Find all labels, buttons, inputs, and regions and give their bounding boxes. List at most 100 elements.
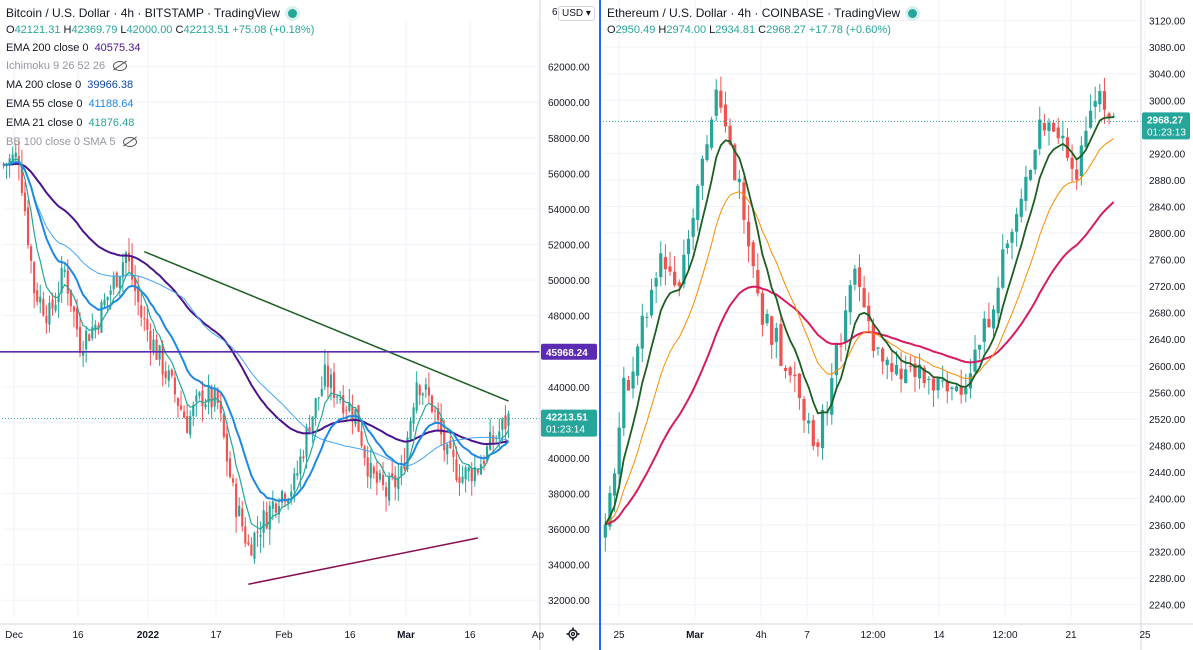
indicator-value: 41876.48	[88, 117, 135, 129]
indicator-ma200[interactable]: MA 200 close 0 39966.38	[6, 79, 133, 91]
candle-body	[8, 158, 11, 166]
eth-chart-canvas[interactable]: 2968.2701:23:133120.003080.003040.003000…	[601, 0, 1193, 650]
candle-body	[345, 409, 348, 411]
candle-body	[862, 288, 866, 308]
candle-body	[446, 444, 449, 455]
panel-divider[interactable]	[599, 0, 601, 650]
btc-chart-title: Bitcoin / U.S. Dollar · 4h · BITSTAMP · …	[6, 6, 298, 20]
candle-body	[1042, 123, 1046, 131]
indicator-label: Ichimoku 9 26 52 26	[6, 60, 106, 72]
indicator-ema55[interactable]: EMA 55 close 0 41188.64	[6, 98, 134, 110]
indicator-ema21[interactable]: EMA 21 close 0 41876.48	[6, 117, 134, 129]
candle-body	[397, 477, 400, 489]
indicator-bb[interactable]: BB 100 close 0 SMA 5	[6, 136, 138, 148]
price-tick-label: 56000.00	[548, 169, 590, 180]
candle-body	[72, 306, 75, 312]
candle-body	[830, 378, 834, 415]
candle-body	[179, 405, 183, 410]
currency-selector[interactable]: USD ▾	[558, 6, 595, 21]
candle-body	[476, 470, 479, 473]
price-tick-label: 2600.00	[1149, 362, 1186, 373]
price-tick-label: 2840.00	[1149, 202, 1186, 213]
candle-body	[207, 387, 210, 403]
candle-body	[268, 505, 271, 530]
live-status-dot	[288, 9, 298, 19]
countdown-label: 01:23:13	[1147, 127, 1186, 138]
eth-high: 2974.00	[666, 24, 707, 36]
ema-200-line	[604, 201, 1115, 526]
btc-chart-canvas[interactable]: 45968.2442213.5101:23:1462000.0060000.00…	[0, 0, 599, 650]
last-price-label: 2968.27	[1147, 115, 1184, 126]
candle-body	[917, 364, 922, 379]
candle-body	[173, 377, 176, 395]
hidden-eye-icon[interactable]	[123, 137, 138, 148]
candle-body	[1001, 249, 1005, 288]
price-tick-label: 2560.00	[1149, 388, 1186, 399]
candle-body	[631, 371, 635, 389]
gear-icon[interactable]	[566, 627, 580, 641]
price-tick-label: 3040.00	[1149, 70, 1186, 81]
last-price-tag	[1142, 112, 1190, 140]
candle-body	[682, 254, 686, 285]
candle-body	[305, 426, 308, 457]
candle-body	[112, 275, 115, 290]
candle-body	[978, 344, 982, 350]
candle-body	[913, 363, 917, 377]
candle-body	[608, 493, 612, 527]
candle-body	[677, 282, 681, 287]
candle-body	[134, 277, 137, 291]
candle-body	[705, 144, 709, 160]
candle-body	[384, 487, 388, 497]
candle-body	[23, 192, 27, 212]
indicator-ichimoku[interactable]: Ichimoku 9 26 52 26	[6, 60, 128, 72]
candle-body	[280, 490, 284, 503]
candle-body	[51, 300, 54, 309]
candle-body	[121, 262, 124, 278]
candle-body	[1061, 135, 1065, 139]
candle-body	[673, 271, 677, 286]
candle-body	[238, 505, 241, 516]
candle-body	[507, 413, 510, 426]
price-tick-label: 3000.00	[1149, 96, 1186, 107]
candle-body	[991, 309, 996, 329]
indicator-ema200[interactable]: EMA 200 close 0 40575.34	[6, 42, 140, 54]
candle-body	[363, 446, 366, 458]
candle-body	[320, 388, 323, 396]
candle-body	[626, 380, 631, 391]
candle-body	[700, 158, 704, 186]
indicator-label: EMA 21 close 0	[6, 117, 83, 129]
candle-body	[437, 408, 440, 420]
price-tick-label: 38000.00	[548, 490, 590, 501]
candle-body	[290, 491, 293, 497]
candle-body	[455, 459, 458, 481]
candle-body	[421, 393, 424, 396]
hidden-eye-icon[interactable]	[113, 61, 128, 72]
candle-body	[427, 387, 430, 396]
btc-chart-panel[interactable]: 45968.24 42213.51 01:23:14 62000.00 60000.00…	[0, 0, 599, 650]
price-tick-label: 3080.00	[1149, 43, 1186, 54]
time-tick-label: 21	[1065, 630, 1077, 641]
candle-body	[811, 420, 815, 447]
candle-body	[783, 367, 788, 371]
candle-body	[228, 458, 232, 478]
candle-body	[143, 318, 146, 320]
eth-chart-panel[interactable]: 2968.27 01:23:13 3120.00 3080.00 3040.00 3000…	[601, 0, 1193, 650]
price-tick-label: 48000.00	[548, 312, 590, 323]
candle-body	[714, 89, 718, 116]
candle-body	[1093, 101, 1097, 107]
candle-body	[1019, 198, 1023, 217]
candle-body	[63, 269, 66, 272]
candle-body	[189, 415, 192, 435]
price-tick-label: 2400.00	[1149, 495, 1186, 506]
candle-body	[885, 359, 889, 366]
price-tick-label: 2520.00	[1149, 415, 1186, 426]
candle-body	[467, 467, 470, 472]
currency-label: USD	[562, 8, 584, 19]
candle-body	[225, 433, 228, 462]
candle-body	[1098, 91, 1102, 105]
candle-body	[323, 364, 326, 387]
candle-body	[155, 339, 158, 360]
candle-body	[774, 328, 778, 342]
candle-body	[210, 386, 213, 408]
candle-body	[458, 477, 461, 483]
